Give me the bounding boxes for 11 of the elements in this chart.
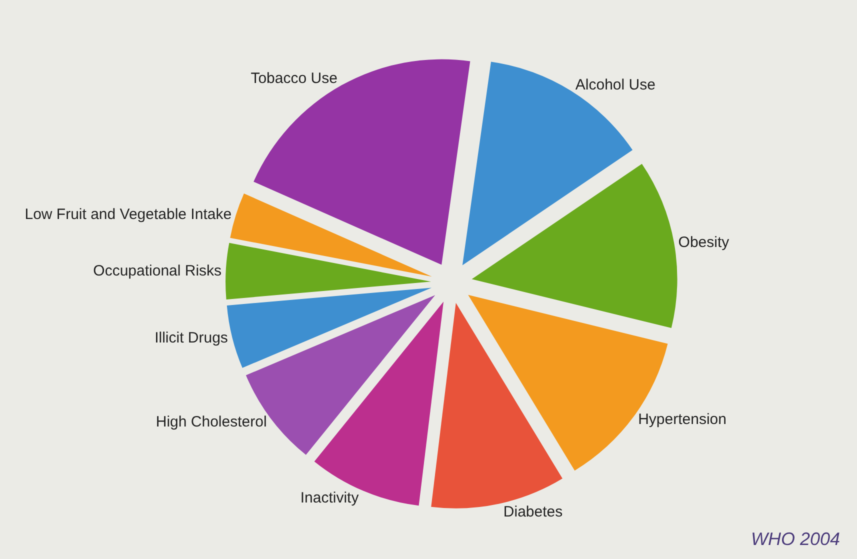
slice-label: Diabetes: [503, 503, 563, 520]
slice-label: Alcohol Use: [575, 76, 656, 94]
slice-label: Hypertension: [638, 410, 726, 428]
slice-label: Illicit Drugs: [154, 329, 228, 346]
text: WHO 2004: [751, 529, 840, 549]
slice-label: High Cholesterol: [156, 413, 267, 430]
slice-label: Occupational Risks: [93, 262, 222, 280]
slice-label: Low Fruit and Vegetable Intake: [24, 206, 232, 224]
slice-label: Obesity: [678, 234, 730, 252]
slice-label: Tobacco Use: [250, 70, 338, 88]
slice-label: Inactivity: [300, 490, 360, 507]
